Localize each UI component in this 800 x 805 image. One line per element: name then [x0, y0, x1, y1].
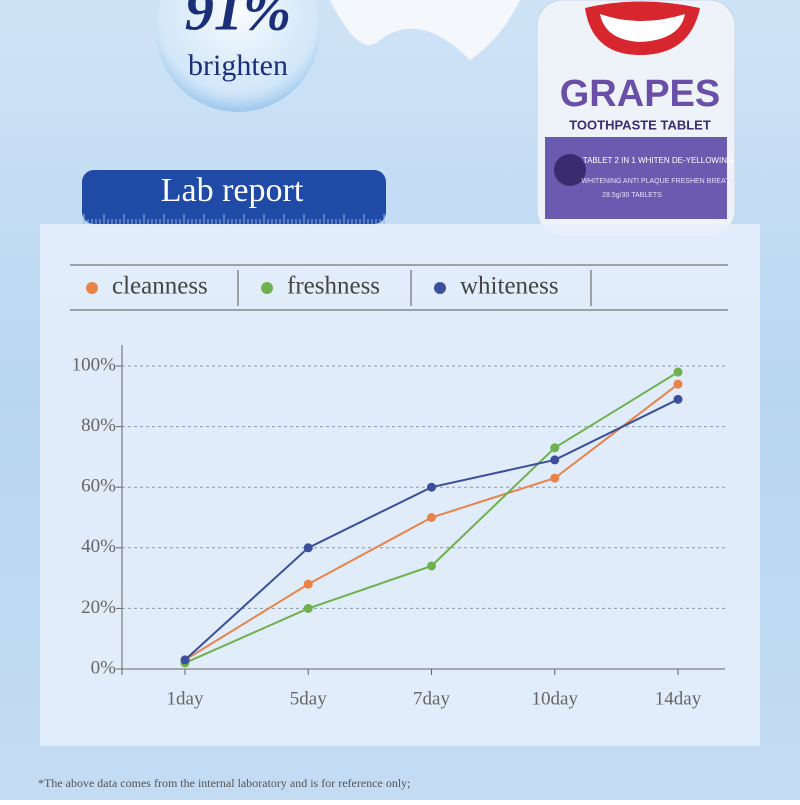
y-tick-label: 100% — [72, 354, 117, 375]
section-title: Lab report — [161, 172, 304, 209]
data-point — [303, 579, 313, 589]
legend-marker — [86, 282, 98, 294]
data-point — [427, 482, 436, 492]
percent: 91% — [185, 0, 291, 42]
product-band: TABLET 2 IN 1 WHITEN DE-YELLOWING — [583, 156, 733, 165]
legend-label: cleanness — [112, 273, 208, 300]
data-point — [180, 655, 190, 665]
legend-label: freshness — [287, 273, 380, 300]
data-point — [673, 367, 683, 377]
y-tick-label: 40% — [81, 536, 116, 557]
data-point — [550, 443, 560, 453]
x-tick-label: 10day — [532, 688, 579, 709]
y-tick-label: 80% — [81, 415, 116, 436]
legend-marker — [434, 282, 446, 294]
product-name: GRAPES — [560, 73, 720, 115]
subtitle: brighten — [188, 49, 288, 82]
bubble — [156, 0, 320, 112]
product-subtitle: TOOTHPASTE TABLET — [569, 117, 711, 132]
product-jar: GRAPES TOOTHPASTE TABLET TABLET 2 IN 1 W… — [536, 0, 736, 237]
data-point — [673, 379, 683, 389]
footnote: *The above data comes from the internal … — [38, 776, 411, 790]
data-point — [550, 455, 560, 465]
product-claims: WHITENING ANTI PLAQUE FRESHEN BREATH — [581, 178, 734, 185]
data-point — [303, 543, 313, 553]
y-tick-label: 20% — [81, 597, 116, 618]
data-point — [427, 513, 436, 522]
data-point — [303, 603, 313, 613]
legend-label: whiteness — [460, 273, 559, 300]
section-banner — [82, 170, 386, 224]
legend-marker — [261, 282, 273, 294]
ruler — [83, 214, 385, 224]
x-tick-label: 7day — [413, 688, 450, 709]
chart-panel — [40, 224, 760, 746]
data-point — [427, 561, 436, 571]
data-point — [673, 394, 683, 404]
data-point — [550, 473, 560, 483]
product-amount: 28.5g/30 TABLETS — [602, 192, 662, 199]
x-tick-label: 5day — [290, 688, 327, 709]
tooth — [330, 0, 520, 60]
y-tick-label: 60% — [81, 476, 116, 497]
x-tick-label: 14day — [655, 688, 702, 709]
x-tick-label: 1day — [167, 688, 204, 709]
y-tick-label: 0% — [91, 657, 117, 678]
